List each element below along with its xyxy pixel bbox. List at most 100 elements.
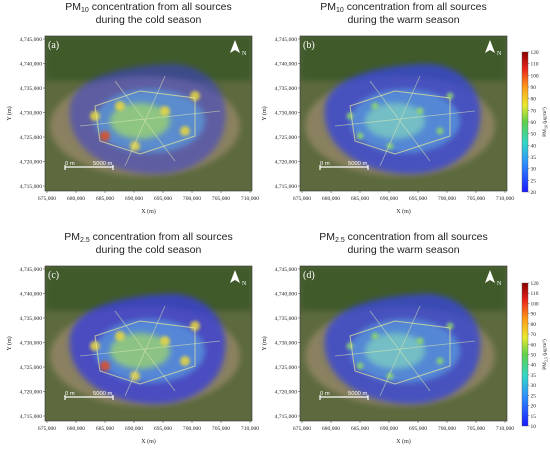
title-text: concentration from all sources bbox=[90, 231, 233, 243]
title-subscript: 2.5 bbox=[80, 237, 90, 244]
y-tick-label: 4,720,000 bbox=[20, 390, 43, 396]
colorbar-tick-label: 100 bbox=[531, 301, 539, 307]
colorbar-tick-label: 60 bbox=[531, 342, 537, 348]
y-tick-label: 4,715,000 bbox=[20, 184, 43, 190]
y-axis-label: Y (m) bbox=[6, 106, 13, 120]
x-tick-label: 685,000 bbox=[351, 196, 369, 202]
title-species: PM bbox=[320, 1, 336, 13]
x-tick-label: 700,000 bbox=[438, 426, 456, 432]
x-tick-label: 685,000 bbox=[351, 426, 369, 432]
colorbar-tick-label: 50 bbox=[531, 132, 537, 138]
hotspot bbox=[371, 332, 379, 340]
colorbar bbox=[521, 51, 529, 193]
x-tick-label: 700,000 bbox=[438, 196, 456, 202]
ring-road bbox=[94, 90, 196, 155]
title-text: concentration from all sources bbox=[89, 1, 232, 13]
panel-label: (d) bbox=[303, 270, 315, 281]
north-arrow bbox=[230, 270, 240, 283]
y-tick-label: 4,720,000 bbox=[275, 390, 298, 396]
y-tick-label: 4,740,000 bbox=[20, 292, 43, 298]
x-tick-label: 710,000 bbox=[241, 426, 259, 432]
x-tick-label: 690,000 bbox=[125, 426, 143, 432]
roads bbox=[334, 75, 476, 167]
map-frame bbox=[44, 35, 253, 192]
ring-road bbox=[349, 320, 451, 385]
y-tick-label: 4,730,000 bbox=[275, 341, 298, 347]
hotspot bbox=[90, 341, 100, 351]
panel-label: (a) bbox=[48, 40, 59, 51]
hotspot bbox=[190, 91, 200, 101]
x-tick-label: 705,000 bbox=[467, 196, 485, 202]
x-tick-label: 695,000 bbox=[409, 426, 427, 432]
colorbar-species: PM bbox=[542, 362, 548, 370]
city-center bbox=[365, 103, 425, 139]
x-tick-label: 700,000 bbox=[183, 426, 201, 432]
y-tick-label: 4,730,000 bbox=[20, 111, 43, 117]
y-tick-label: 4,745,000 bbox=[20, 37, 43, 43]
scale-end: 5000 m bbox=[348, 391, 368, 397]
title-species: PM bbox=[319, 231, 335, 243]
panel-title-line2: during the cold season bbox=[96, 244, 202, 256]
ring-road bbox=[94, 320, 196, 385]
hotspot bbox=[90, 111, 100, 121]
hotspot bbox=[100, 361, 110, 371]
x-tick-label: 690,000 bbox=[380, 426, 398, 432]
y-tick-label: 4,715,000 bbox=[20, 414, 43, 420]
map-frame bbox=[44, 265, 253, 422]
y-tick-label: 4,740,000 bbox=[275, 292, 298, 298]
hotspot bbox=[130, 141, 140, 151]
x-axis-label: X (m) bbox=[396, 208, 411, 215]
colorbar-tick-label: 25 bbox=[531, 393, 537, 399]
colorbar-tick-label: 30 bbox=[531, 383, 537, 389]
hotspot bbox=[160, 336, 170, 346]
hotspot bbox=[346, 112, 354, 120]
y-axis-label: Y (m) bbox=[261, 336, 268, 350]
y-tick-label: 4,735,000 bbox=[20, 316, 43, 322]
x-tick-label: 705,000 bbox=[467, 426, 485, 432]
panel-title: PM10 concentration from all sources bbox=[320, 1, 487, 14]
colorbar-tick-label: 110 bbox=[531, 62, 539, 68]
colorbar-tick-label: 35 bbox=[531, 373, 537, 379]
scale-start: 0 m bbox=[320, 161, 330, 167]
hotspot bbox=[100, 131, 110, 141]
x-tick-label: 675,000 bbox=[293, 196, 311, 202]
hotspot bbox=[115, 331, 125, 341]
colorbar-label: PM10 (μg/m³) bbox=[541, 107, 549, 137]
roads bbox=[79, 75, 221, 167]
x-tick-label: 680,000 bbox=[322, 426, 340, 432]
colorbar-subscript: 2.5 bbox=[544, 357, 549, 362]
colorbar-units: (μg/m³) bbox=[541, 107, 548, 125]
hotspot bbox=[436, 357, 444, 365]
hotspot bbox=[115, 101, 125, 111]
y-tick-label: 4,730,000 bbox=[20, 341, 43, 347]
scale-end: 5000 m bbox=[348, 161, 368, 167]
x-axis-label: X (m) bbox=[141, 208, 156, 215]
colorbar-tick-label: 110 bbox=[531, 291, 539, 297]
colorbar-tick-label: 60 bbox=[531, 120, 537, 126]
colorbar-tick-label: 80 bbox=[531, 97, 537, 103]
y-tick-label: 4,715,000 bbox=[275, 184, 298, 190]
title-text: concentration from all sources bbox=[345, 231, 488, 243]
north-label: N bbox=[497, 281, 502, 287]
x-tick-label: 680,000 bbox=[67, 426, 85, 432]
colorbar-tick-label: 70 bbox=[531, 108, 537, 114]
hotspot bbox=[190, 321, 200, 331]
city-center bbox=[110, 103, 170, 139]
x-tick-label: 675,000 bbox=[38, 426, 56, 432]
map bbox=[45, 36, 252, 191]
roads bbox=[79, 305, 221, 397]
y-tick-label: 4,735,000 bbox=[275, 316, 298, 322]
panel-title-line2: during the cold season bbox=[96, 14, 202, 26]
colorbar-tick-label: 70 bbox=[531, 332, 537, 338]
y-tick-label: 4,745,000 bbox=[20, 267, 43, 273]
city-center bbox=[365, 333, 425, 369]
scale-start: 0 m bbox=[65, 161, 75, 167]
colorbar-subscript: 10 bbox=[544, 125, 549, 129]
hotspot bbox=[356, 362, 364, 370]
hotspot bbox=[160, 106, 170, 116]
colorbar-tick-label: 25 bbox=[531, 178, 537, 184]
x-tick-label: 675,000 bbox=[293, 426, 311, 432]
panel-title: PM2.5 concentration from all sources bbox=[64, 231, 232, 244]
x-tick-label: 690,000 bbox=[125, 196, 143, 202]
